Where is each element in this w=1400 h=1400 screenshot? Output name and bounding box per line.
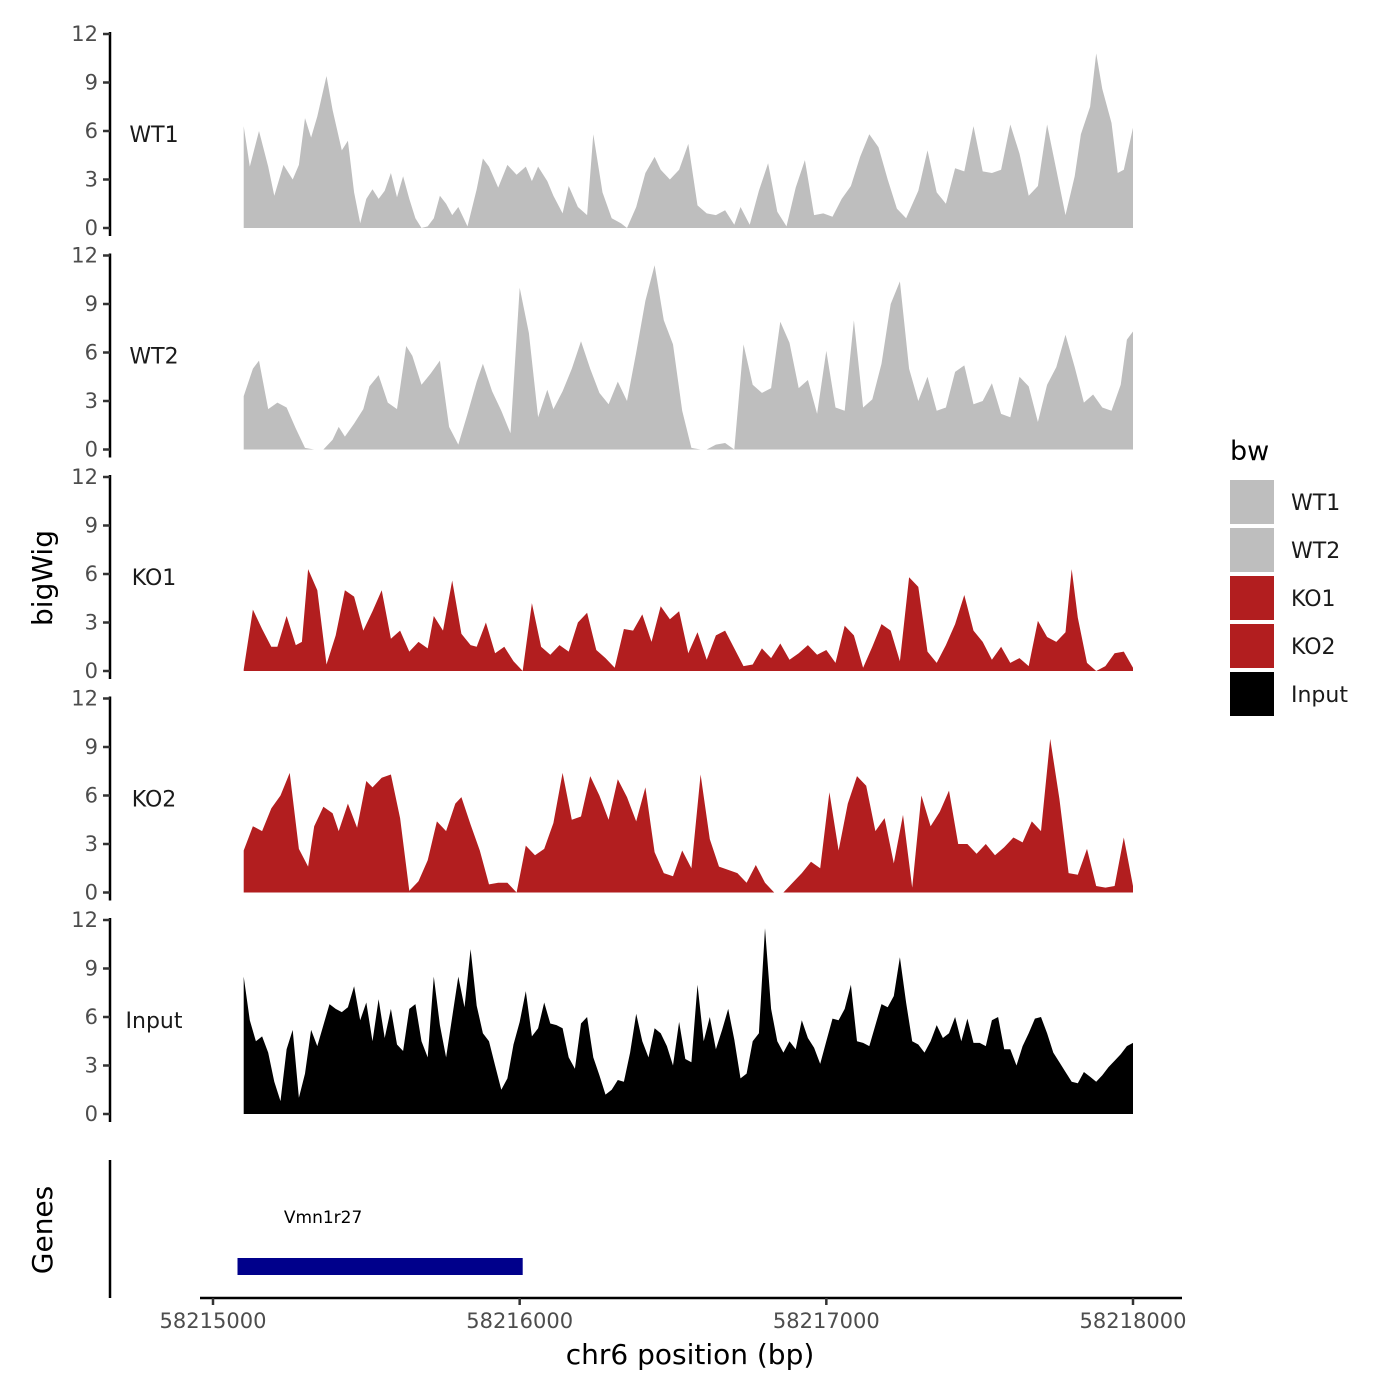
legend-item-ko2: KO2 [1230, 624, 1336, 668]
y-tick-label: 9 [85, 71, 98, 95]
track-input: 0 3 6 9 12 Input [71, 908, 1133, 1126]
genes-axis-title: Genes [26, 1186, 59, 1274]
legend-label: KO2 [1291, 635, 1336, 660]
legend-item-wt1: WT1 [1230, 480, 1340, 524]
y-tick-label: 12 [71, 687, 98, 711]
y-tick-label: 0 [85, 1102, 98, 1126]
legend-key [1230, 528, 1274, 572]
y-tick-label: 12 [71, 244, 98, 268]
track-label-wt1: WT1 [129, 123, 178, 148]
y-tick-label: 6 [85, 1005, 98, 1029]
coverage-tracks: 0 3 6 9 12 WT1 0 3 6 9 12 WT2 0 3 6 9 12 KO1 0 3 6 9 12 KO2 0 3 6 9… [71, 22, 1133, 1126]
x-axis: 58215000 58216000 58217000 58218000 [160, 1296, 1187, 1333]
y-tick-label: 3 [85, 389, 98, 413]
x-axis-title: chr6 position (bp) [566, 1338, 815, 1371]
x-tick-label: 58216000 [466, 1309, 573, 1333]
legend: bw WT1 WT2 KO1 KO2 Input [1230, 436, 1348, 716]
legend-key [1230, 624, 1274, 668]
y-tick-label: 3 [85, 1054, 98, 1078]
x-tick-label: 58217000 [773, 1309, 880, 1333]
y-tick-label: 0 [85, 881, 98, 905]
y-tick-label: 3 [85, 168, 98, 192]
legend-label: KO1 [1291, 587, 1336, 612]
legend-label: WT1 [1291, 491, 1340, 516]
track-label-ko1: KO1 [132, 566, 177, 591]
track-label-ko2: KO2 [132, 788, 177, 813]
track-ko2: 0 3 6 9 12 KO2 [71, 687, 1133, 905]
y-tick-label: 0 [85, 438, 98, 462]
y-tick-label: 0 [85, 216, 98, 240]
legend-key [1230, 672, 1274, 716]
y-tick-label: 6 [85, 119, 98, 143]
area-wt2 [243, 265, 1133, 450]
y-tick-label: 12 [71, 908, 98, 932]
y-tick-label: 9 [85, 514, 98, 538]
y-tick-label: 9 [85, 292, 98, 316]
area-wt1 [243, 53, 1133, 229]
y-tick-label: 6 [85, 784, 98, 808]
legend-label: WT2 [1291, 539, 1340, 564]
y-tick-label: 0 [85, 659, 98, 683]
legend-key [1230, 480, 1274, 524]
track-label-input: Input [126, 1009, 183, 1034]
legend-item-wt2: WT2 [1230, 528, 1340, 572]
genes-panel: Vmn1r27 [108, 1160, 523, 1298]
y-tick-label: 12 [71, 465, 98, 489]
legend-key [1230, 576, 1274, 620]
track-wt2: 0 3 6 9 12 WT2 [71, 244, 1133, 462]
track-wt1: 0 3 6 9 12 WT1 [71, 22, 1133, 240]
track-label-wt2: WT2 [129, 345, 178, 370]
area-ko2 [243, 738, 1133, 893]
y-tick-label: 9 [85, 957, 98, 981]
gene-body [237, 1258, 523, 1275]
y-tick-label: 3 [85, 611, 98, 635]
area-input [243, 928, 1133, 1114]
y-tick-label: 3 [85, 832, 98, 856]
y-tick-label: 9 [85, 735, 98, 759]
area-ko1 [243, 569, 1133, 671]
legend-item-input: Input [1230, 672, 1348, 716]
y-tick-label: 12 [71, 22, 98, 46]
legend-label: Input [1291, 683, 1348, 708]
y-tick-label: 6 [85, 341, 98, 365]
legend-title: bw [1230, 436, 1269, 467]
x-tick-label: 58218000 [1080, 1309, 1187, 1333]
legend-item-ko1: KO1 [1230, 576, 1336, 620]
gene-vmn1r27: Vmn1r27 [237, 1208, 523, 1275]
y-axis-title: bigWig [26, 530, 59, 626]
gene-label: Vmn1r27 [284, 1208, 362, 1228]
x-tick-label: 58215000 [160, 1309, 267, 1333]
y-tick-label: 6 [85, 562, 98, 586]
track-ko1: 0 3 6 9 12 KO1 [71, 465, 1133, 683]
